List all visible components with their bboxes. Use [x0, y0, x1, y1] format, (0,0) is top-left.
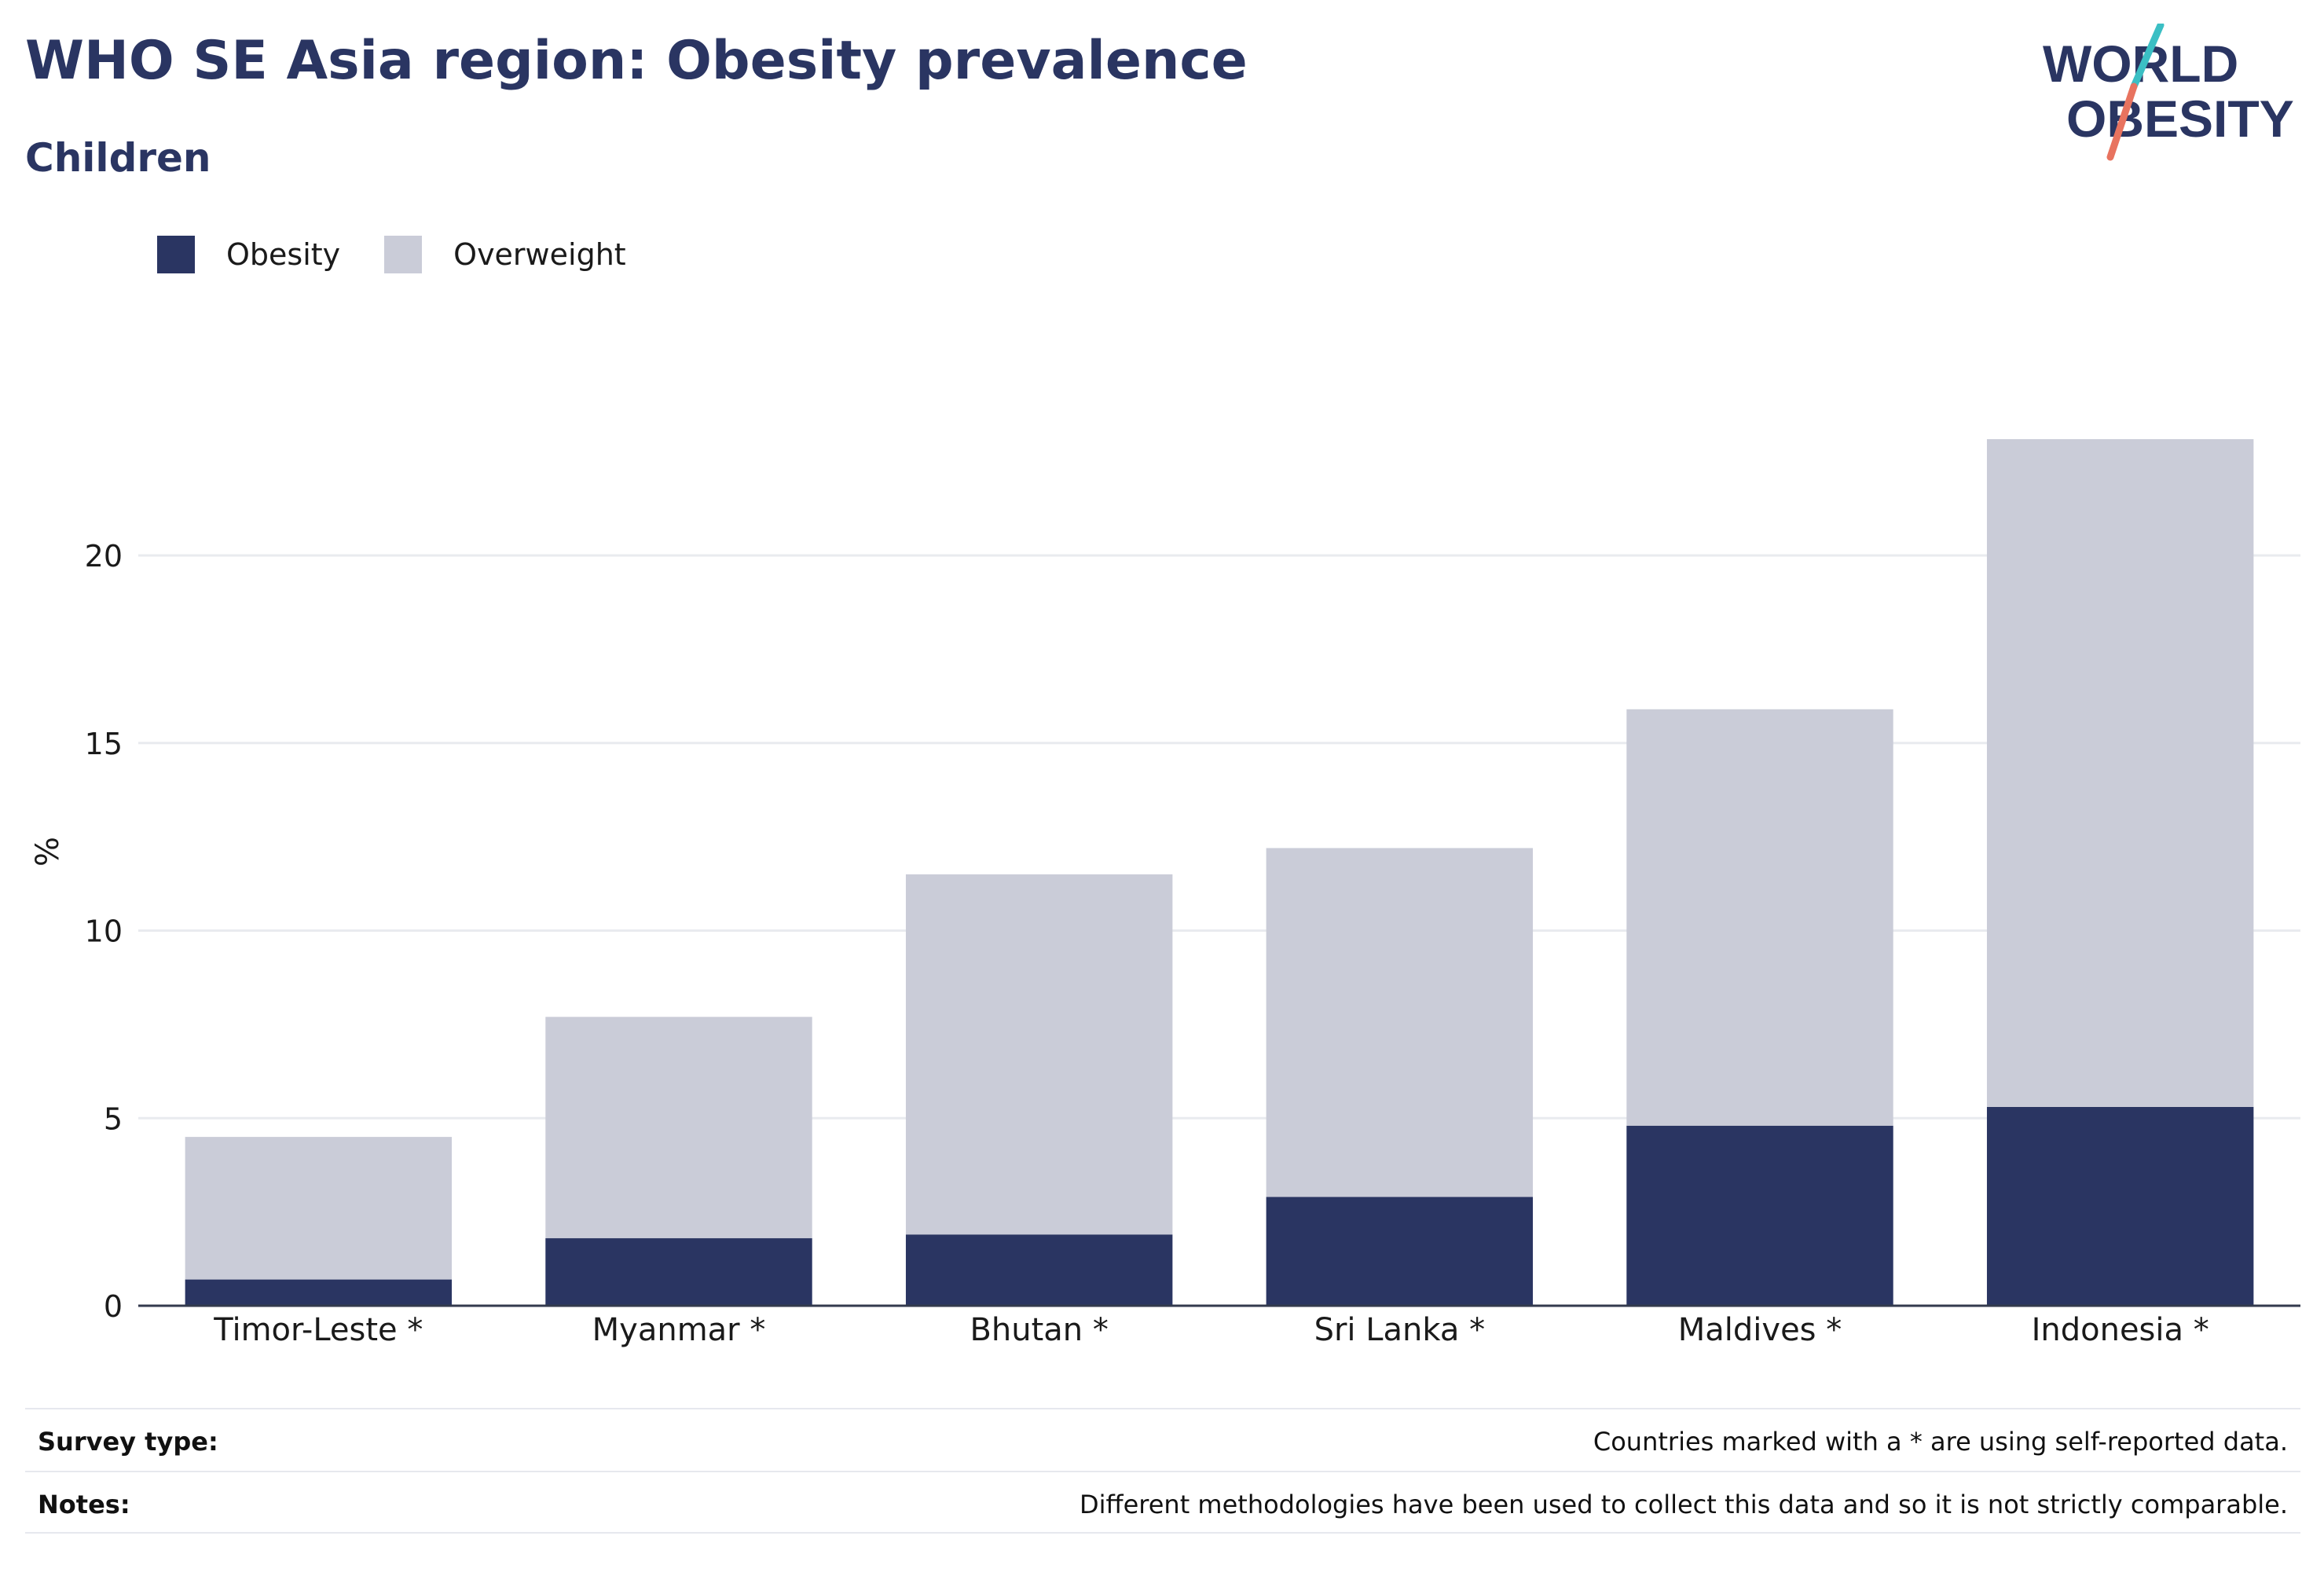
legend-swatch-obesity	[157, 236, 195, 273]
bar-overweight[interactable]	[185, 1137, 453, 1280]
bar-overweight[interactable]	[1266, 848, 1534, 1197]
logo-slash-coral	[2106, 82, 2138, 161]
bar-obesity[interactable]	[1626, 1125, 1893, 1306]
legend-item-obesity[interactable]: Obesity	[157, 236, 340, 273]
logo-slash-teal	[2130, 24, 2165, 90]
y-tick-label: 20	[85, 539, 123, 574]
y-axis-label: %	[30, 837, 66, 867]
chart-legend: Obesity Overweight	[157, 233, 670, 277]
bar-overweight[interactable]	[545, 1017, 812, 1239]
y-tick-label: 10	[85, 914, 123, 949]
legend-label-obesity: Obesity	[226, 237, 341, 272]
bar-obesity[interactable]	[545, 1238, 812, 1306]
y-tick-label: 5	[104, 1101, 123, 1136]
legend-item-overweight[interactable]: Overweight	[384, 236, 626, 273]
legend-swatch-overweight	[384, 236, 423, 273]
x-tick-label: Maldives *	[1678, 1312, 1842, 1348]
bar-obesity[interactable]	[185, 1279, 453, 1306]
x-tick-label: Myanmar *	[592, 1312, 766, 1348]
footer-divider	[25, 1532, 2300, 1534]
page-subtitle: Children	[25, 135, 211, 181]
y-tick-label: 0	[104, 1289, 123, 1324]
bar-chart: 0 5 10 15 20% Timor-Leste * Myanmar * Bhutan * S…	[30, 438, 2300, 1348]
page-title: WHO SE Asia region: Obesity prevalence	[25, 30, 1248, 92]
legend-label-overweight: Overweight	[453, 237, 626, 272]
logo-line-2: OBESITY	[2066, 90, 2294, 148]
bar-overweight[interactable]	[905, 874, 1173, 1235]
x-tick-label: Timor-Leste *	[213, 1312, 423, 1348]
x-tick-label: Sri Lanka *	[1314, 1312, 1486, 1348]
bar-obesity[interactable]	[1266, 1197, 1534, 1306]
world-obesity-logo: WORLD OBESITY	[2043, 24, 2294, 161]
y-tick-label: 15	[85, 727, 123, 761]
x-tick-label: Bhutan *	[970, 1312, 1108, 1348]
survey-type-value: Countries marked with a * are using self…	[1593, 1427, 2288, 1457]
bar-obesity[interactable]	[1986, 1106, 2254, 1306]
x-tick-label: Indonesia *	[2032, 1312, 2209, 1348]
footer-notes-row: Notes: Different methodologies have been…	[25, 1471, 2300, 1537]
bar-overweight[interactable]	[1986, 438, 2254, 1107]
footer-survey-row: Survey type: Countries marked with a * a…	[25, 1408, 2300, 1474]
notes-label: Notes:	[38, 1490, 130, 1519]
bar-overweight[interactable]	[1626, 709, 1893, 1126]
survey-type-label: Survey type:	[38, 1427, 218, 1457]
notes-value: Different methodologies have been used t…	[1080, 1490, 2288, 1519]
bar-obesity[interactable]	[905, 1234, 1173, 1306]
